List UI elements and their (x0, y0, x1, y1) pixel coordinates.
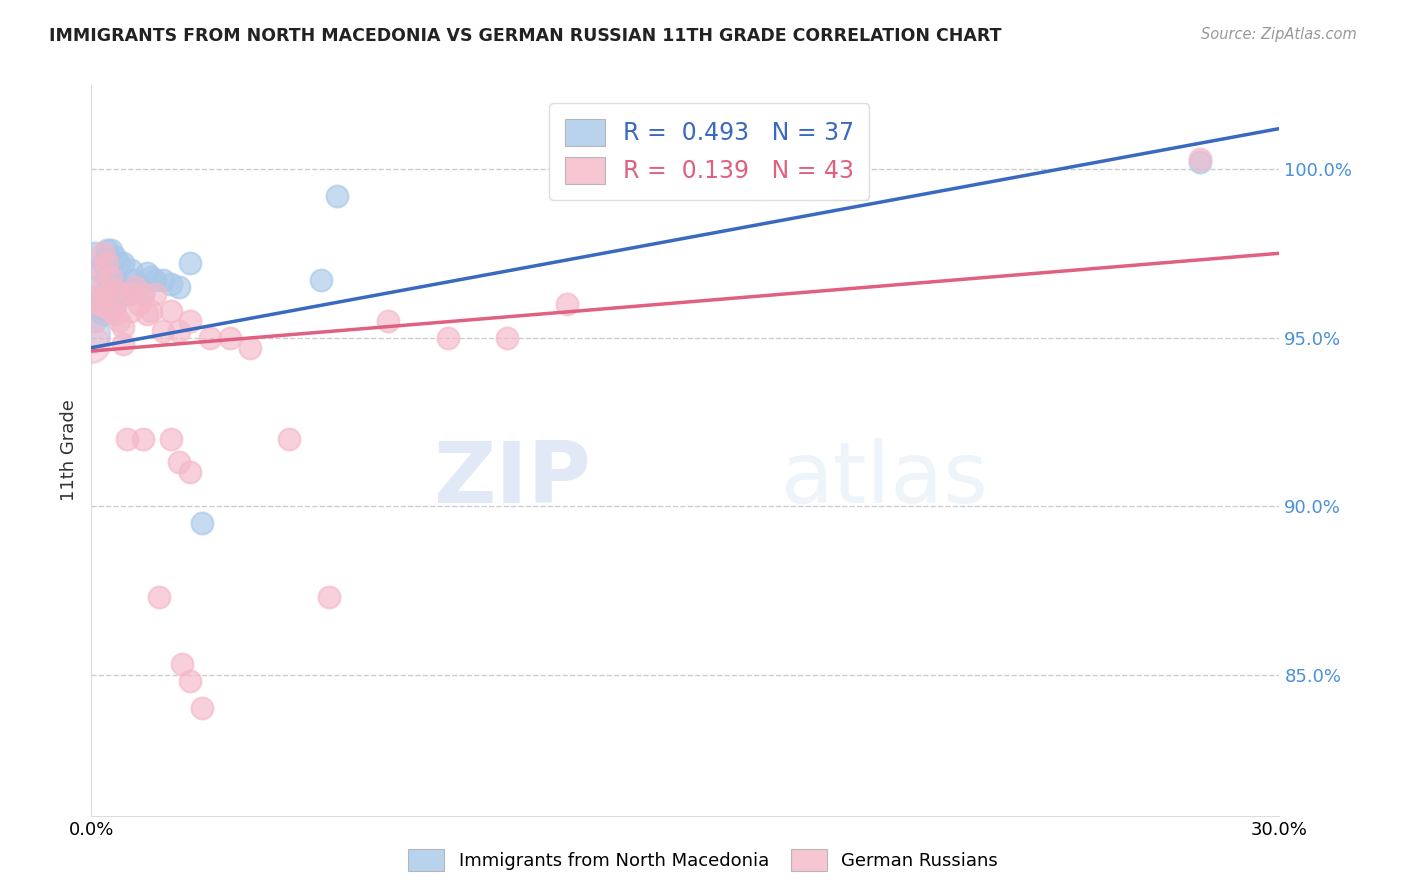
Point (143, 273, 166, 287)
Point (91, 280, 114, 294)
Point (115, 432, 138, 446)
Point (191, 516, 214, 530)
Point (132, 432, 155, 446)
Point (91, 256, 114, 270)
Point (104, 307, 127, 321)
Point (124, 273, 146, 287)
Point (179, 314, 201, 328)
Point (135, 267, 157, 281)
Point (112, 280, 135, 294)
Point (124, 280, 146, 294)
Point (115, 286, 138, 301)
Point (143, 286, 166, 301)
Point (96, 243, 118, 257)
Point (100, 269, 122, 284)
Point (159, 277, 181, 291)
Point (89, 263, 111, 277)
Point (108, 256, 131, 270)
Point (278, 432, 301, 446)
Point (104, 297, 127, 311)
Text: IMMIGRANTS FROM NORTH MACEDONIA VS GERMAN RUSSIAN 11TH GRADE CORRELATION CHART: IMMIGRANTS FROM NORTH MACEDONIA VS GERMA… (49, 27, 1001, 45)
Text: atlas: atlas (780, 438, 988, 521)
Point (104, 273, 127, 287)
Point (112, 337, 135, 351)
Point (239, 341, 262, 355)
Point (152, 324, 174, 338)
Point (555, 297, 578, 311)
Point (152, 273, 174, 287)
Point (219, 330, 242, 344)
Point (191, 701, 214, 715)
Point (96, 297, 118, 311)
Point (148, 590, 170, 604)
Point (91, 307, 114, 321)
Point (108, 314, 131, 328)
Point (100, 243, 122, 257)
Point (167, 324, 190, 338)
Point (132, 286, 155, 301)
Point (139, 303, 162, 318)
Point (1189, 152, 1212, 166)
Point (179, 256, 201, 270)
Point (318, 590, 340, 604)
Legend: Immigrants from North Macedonia, German Russians: Immigrants from North Macedonia, German … (401, 842, 1005, 879)
Point (84, 314, 107, 328)
Point (179, 674, 201, 689)
Point (108, 286, 131, 301)
Point (108, 280, 131, 294)
Point (132, 286, 155, 301)
Point (120, 284, 142, 298)
Point (89, 297, 111, 311)
Point (84, 290, 107, 304)
Point (128, 280, 150, 294)
Text: Source: ZipAtlas.com: Source: ZipAtlas.com (1201, 27, 1357, 42)
Point (309, 273, 332, 287)
Y-axis label: 11th Grade: 11th Grade (59, 400, 77, 501)
Point (84, 246, 107, 260)
Point (377, 314, 399, 328)
Point (128, 297, 150, 311)
Point (80, 280, 103, 294)
Point (139, 269, 162, 284)
Point (120, 303, 142, 318)
Point (91, 303, 114, 318)
Point (89, 303, 111, 318)
Point (200, 330, 222, 344)
Point (112, 256, 135, 270)
Point (159, 303, 181, 318)
Legend: R =  0.493   N = 37, R =  0.139   N = 43: R = 0.493 N = 37, R = 0.139 N = 43 (550, 103, 869, 200)
Point (91, 286, 114, 301)
Point (80, 337, 103, 351)
Point (167, 455, 190, 469)
Point (96, 269, 118, 284)
Point (104, 250, 127, 264)
Point (179, 466, 201, 480)
Point (96, 256, 118, 270)
Point (104, 284, 127, 298)
Point (112, 320, 135, 334)
Point (100, 263, 122, 277)
Point (167, 280, 190, 294)
Point (135, 307, 157, 321)
Point (436, 330, 458, 344)
Point (96, 286, 118, 301)
Point (91, 246, 114, 260)
Point (496, 330, 519, 344)
Point (1189, 155, 1212, 169)
Point (172, 657, 194, 672)
Point (326, 189, 349, 203)
Text: ZIP: ZIP (433, 438, 591, 521)
Point (100, 303, 122, 318)
Point (120, 286, 142, 301)
Point (84, 297, 107, 311)
Point (80, 327, 103, 342)
Point (159, 432, 181, 446)
Point (120, 263, 142, 277)
Point (89, 263, 111, 277)
